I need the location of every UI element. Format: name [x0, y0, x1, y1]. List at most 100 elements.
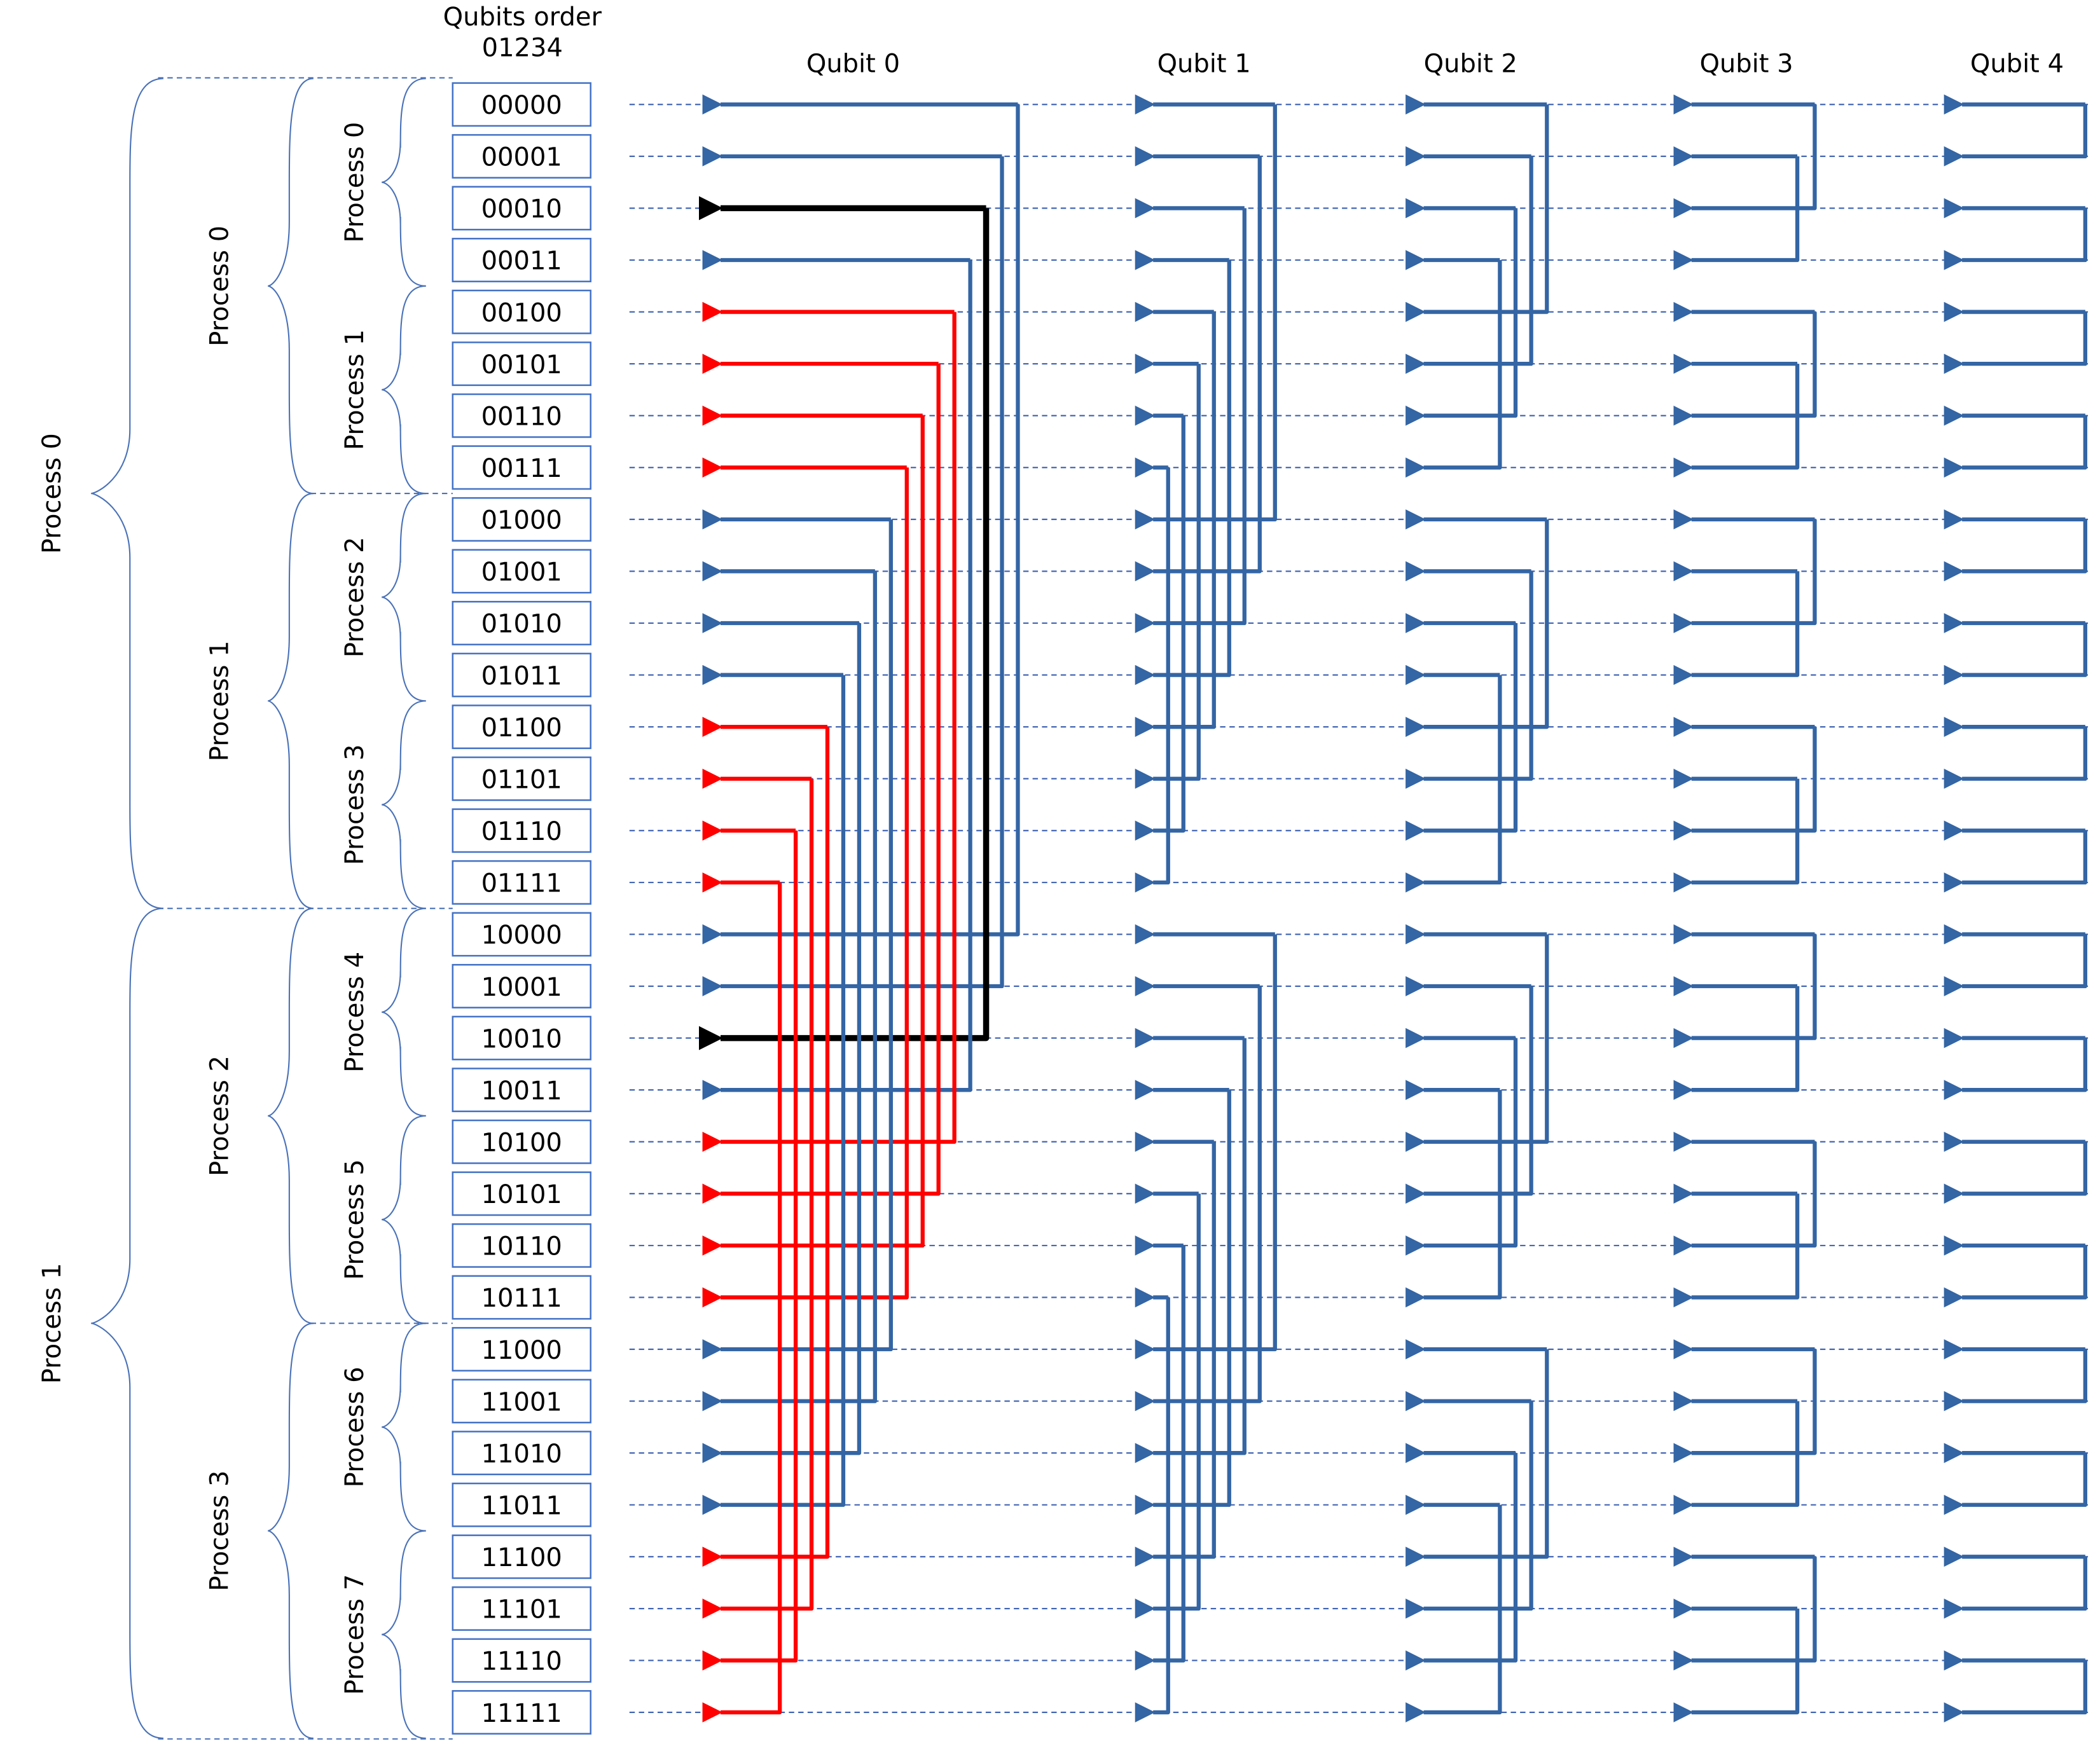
qubit-header-4: Qubit 4	[1970, 50, 2064, 79]
swap-connector-q4	[1944, 1038, 2087, 1100]
swap-connector-q1	[1135, 1297, 1170, 1722]
brace	[382, 700, 426, 909]
swap-connector-q4	[1944, 1557, 2087, 1619]
process-label: Process 4	[340, 952, 370, 1073]
state-label: 10011	[481, 1076, 562, 1106]
swap-connector-q4	[1944, 934, 2087, 996]
brace	[382, 907, 426, 1117]
swap-connector-q4	[1944, 519, 2087, 582]
state-box: 10011	[452, 1068, 591, 1113]
swap-connector-q1	[1135, 104, 1277, 530]
state-label: 11110	[481, 1647, 562, 1676]
swap-connector-q0	[702, 675, 846, 1515]
state-box: 00001	[452, 134, 591, 179]
process-label: Process 0	[340, 122, 370, 243]
state-label: 10101	[481, 1180, 562, 1209]
state-label: 00110	[481, 402, 562, 431]
swap-connector-q2	[1406, 1090, 1502, 1308]
state-box: 11100	[452, 1534, 591, 1579]
state-label: 01010	[481, 610, 562, 639]
swap-connector-q4	[1944, 1453, 2087, 1515]
state-box: 00110	[452, 393, 591, 438]
state-box: 10110	[452, 1223, 591, 1268]
swap-connector-q2	[1406, 1504, 1502, 1722]
state-box: 11111	[452, 1690, 591, 1735]
state-box: 01011	[452, 652, 591, 698]
swap-connector-q3	[1673, 1608, 1800, 1722]
swap-connector-q0	[702, 778, 814, 1619]
state-box: 00011	[452, 238, 591, 282]
swap-connector-q3	[1673, 1349, 1817, 1463]
swap-connector-q1	[1135, 1090, 1231, 1515]
process-label: Process 2	[340, 537, 370, 657]
swap-connector-q0	[698, 208, 990, 1050]
swap-connector-q1	[1135, 156, 1262, 582]
swap-connector-q3	[1673, 778, 1800, 893]
state-box: 10100	[452, 1119, 591, 1164]
state-box: 11010	[452, 1431, 591, 1476]
state-label: 10100	[481, 1128, 562, 1157]
brace	[91, 78, 163, 909]
swap-connector-q2	[1406, 1349, 1549, 1567]
state-boxes: 00000 00001 00010 00011 00100 00101 00110 00111…	[452, 82, 591, 1735]
swap-connector-q3	[1673, 1193, 1800, 1308]
state-label: 01100	[481, 713, 562, 743]
swap-connector-q3	[1673, 727, 1817, 841]
swap-connector-q3	[1673, 1401, 1800, 1515]
qubits-order-title: Qubits order	[443, 3, 602, 32]
swap-connector-q1	[1135, 1141, 1216, 1567]
state-label: 10000	[481, 921, 562, 950]
state-label: 00011	[481, 247, 562, 276]
swap-connector-q2	[1406, 1453, 1518, 1671]
state-box: 01010	[452, 601, 591, 645]
swap-connector-q0	[702, 882, 782, 1722]
swap-connector-q1	[1135, 986, 1262, 1412]
process-label: Process 1	[340, 329, 370, 450]
swap-connector-q2	[1406, 104, 1549, 322]
swap-connector-q0	[702, 104, 1020, 945]
state-box: 11000	[452, 1327, 591, 1371]
process-label: Process 5	[340, 1159, 370, 1280]
swap-connector-q3	[1673, 156, 1800, 270]
state-label: 11111	[481, 1699, 562, 1728]
process-braces: Process 0 Process 1 Process 0 Process 1 Proc…	[38, 78, 426, 1739]
swap-connector-q4	[1944, 727, 2087, 789]
process-label: Process 0	[38, 433, 67, 554]
swap-connector-q0	[702, 156, 1004, 996]
process-label: Process 7	[340, 1574, 370, 1695]
process-label: Process 1	[205, 640, 234, 761]
swap-connector-q2	[1406, 623, 1518, 841]
swap-connector-q0	[702, 571, 878, 1412]
state-label: 10111	[481, 1284, 562, 1313]
process-label: Process 1	[38, 1263, 67, 1384]
swap-connector-q2	[1406, 1401, 1533, 1619]
process-label: Process 3	[340, 745, 370, 865]
state-label: 00100	[481, 298, 562, 327]
swap-connector-q1	[1135, 467, 1170, 893]
brace	[382, 1323, 426, 1532]
state-label: 01110	[481, 817, 562, 846]
swap-connector-q2	[1406, 571, 1533, 789]
qubit-header-3: Qubit 3	[1699, 50, 1793, 79]
state-label: 11001	[481, 1387, 562, 1417]
row-dashed-lines	[629, 104, 2092, 1714]
swap-connector-q4	[1944, 1141, 2087, 1204]
process-label: Process 6	[340, 1366, 370, 1487]
swap-connector-q2	[1406, 934, 1549, 1152]
swap-connector-q0	[702, 519, 893, 1359]
swap-connector-q1	[1135, 1245, 1185, 1671]
brace	[267, 1323, 314, 1739]
state-label: 10010	[481, 1024, 562, 1054]
process-label: Process 3	[205, 1471, 234, 1591]
swap-connector-q3	[1673, 1141, 1817, 1256]
state-box: 01000	[452, 497, 591, 542]
brace	[382, 285, 426, 495]
state-box: 00100	[452, 289, 591, 334]
qubits-order-value: 01234	[482, 33, 563, 62]
state-box: 10101	[452, 1171, 591, 1216]
swap-connector-q1	[1135, 260, 1231, 685]
state-box: 01001	[452, 549, 591, 594]
brace	[91, 907, 163, 1739]
state-label: 11010	[481, 1440, 562, 1469]
state-box: 00010	[452, 186, 591, 231]
